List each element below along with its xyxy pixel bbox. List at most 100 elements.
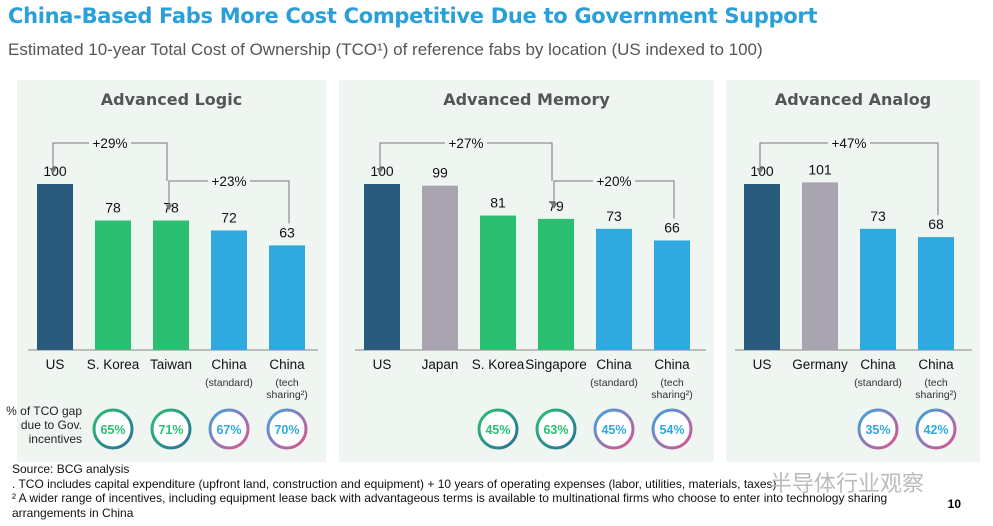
- bar: [211, 230, 247, 350]
- category-label: China: [918, 357, 954, 372]
- gap-row-label: % of TCO gap due to Gov. incentives: [6, 404, 82, 446]
- value-label: 72: [221, 209, 237, 225]
- bracket-line: [487, 142, 553, 181]
- bracket-label: +47%: [832, 136, 867, 151]
- gap-value: 35%: [865, 423, 890, 437]
- bracket-line: [52, 142, 89, 168]
- value-label: 81: [490, 195, 506, 211]
- watermark: 半导体行业观察: [770, 471, 925, 496]
- panel-advanced-memory: Advanced Memory: [339, 80, 714, 462]
- value-label: 73: [870, 208, 886, 224]
- value-label: 78: [163, 200, 179, 216]
- value-label: 78: [105, 200, 121, 216]
- category-label: China: [860, 357, 896, 372]
- gap-value: 67%: [216, 423, 241, 437]
- value-label: 73: [606, 208, 622, 224]
- footnotes: Source: BCG analysis . TCO includes capi…: [12, 462, 932, 520]
- bar: [37, 184, 73, 350]
- value-label: 99: [432, 165, 448, 181]
- value-label: 79: [548, 198, 564, 214]
- category-label: China: [211, 357, 247, 372]
- gap-circle: [208, 408, 250, 450]
- category-label: Taiwan: [150, 357, 192, 372]
- panel-title: Advanced Analog: [774, 90, 932, 109]
- bar: [802, 182, 838, 350]
- bar: [480, 215, 516, 350]
- bracket-arrow: [165, 204, 173, 211]
- bar: [422, 185, 458, 350]
- category-sublabel: sharing²): [651, 389, 692, 401]
- category-label: Germany: [792, 357, 848, 372]
- category-label: Singapore: [525, 357, 587, 372]
- bar: [918, 237, 954, 350]
- page-number: 10: [947, 497, 961, 511]
- value-label: 66: [664, 219, 680, 235]
- bracket-line: [131, 142, 168, 181]
- gap-circle: [915, 408, 957, 450]
- page-subtitle: Estimated 10-year Total Cost of Ownershi…: [8, 40, 763, 59]
- gap-circle: [535, 408, 577, 450]
- category-sublabel: (standard): [205, 377, 253, 389]
- bar: [153, 220, 189, 350]
- bracket-line: [250, 180, 290, 224]
- gap-value: 63%: [543, 423, 568, 437]
- gap-value: 42%: [923, 423, 948, 437]
- gap-value: 65%: [100, 423, 125, 437]
- gap-circle: [92, 408, 134, 450]
- category-sublabel: sharing²): [915, 389, 956, 401]
- panel-title: Advanced Logic: [100, 90, 243, 109]
- category-sublabel: sharing²): [266, 389, 307, 401]
- bar: [596, 228, 632, 350]
- category-label: China: [596, 357, 632, 372]
- bracket-label: +23%: [212, 174, 247, 189]
- gap-value: 71%: [158, 423, 183, 437]
- gap-circle: [150, 408, 192, 450]
- bracket-line: [870, 142, 939, 216]
- category-label: US: [373, 357, 392, 372]
- gap-value: 45%: [485, 423, 510, 437]
- bracket-line: [759, 142, 828, 168]
- bar: [860, 228, 896, 350]
- bracket-arrow: [756, 168, 764, 174]
- bracket-label: +27%: [449, 136, 484, 151]
- bracket-arrow: [550, 202, 558, 209]
- category-sublabel: (tech: [275, 377, 299, 389]
- category-label: US: [753, 357, 772, 372]
- page-title: China-Based Fabs More Cost Competitive D…: [8, 4, 818, 28]
- gap-circle: [477, 408, 519, 450]
- bar: [744, 184, 780, 350]
- footnote-2: ² A wider range of incentives, including…: [12, 491, 888, 520]
- category-sublabel: (tech: [924, 377, 948, 389]
- bracket-label: +29%: [93, 136, 128, 151]
- gap-circle: [593, 408, 635, 450]
- bar: [269, 245, 305, 350]
- footnote-1: . TCO includes capital expenditure (upfr…: [12, 476, 777, 491]
- category-sublabel: (standard): [854, 377, 902, 389]
- category-sublabel: (standard): [590, 377, 638, 389]
- bracket-line: [168, 180, 208, 205]
- panel-title: Advanced Memory: [443, 90, 610, 109]
- value-label: 63: [279, 224, 295, 240]
- bracket-line: [553, 180, 593, 203]
- category-label: US: [46, 357, 65, 372]
- bar: [538, 218, 574, 350]
- value-label: 100: [750, 163, 774, 179]
- category-label: S. Korea: [87, 357, 140, 372]
- gap-circle: [266, 408, 308, 450]
- value-label: 68: [928, 216, 944, 232]
- value-label: 100: [43, 163, 67, 179]
- value-label: 100: [370, 163, 394, 179]
- gap-value: 45%: [601, 423, 626, 437]
- bracket-label: +20%: [597, 174, 632, 189]
- category-label: S. Korea: [472, 357, 525, 372]
- bracket-line: [635, 180, 675, 219]
- bracket-arrow: [49, 168, 57, 174]
- category-label: China: [269, 357, 305, 372]
- gap-value: 70%: [274, 423, 299, 437]
- bracket-line: [379, 142, 445, 168]
- bar: [654, 240, 690, 350]
- bar: [95, 220, 131, 350]
- category-label: China: [654, 357, 690, 372]
- gap-circle: [651, 408, 693, 450]
